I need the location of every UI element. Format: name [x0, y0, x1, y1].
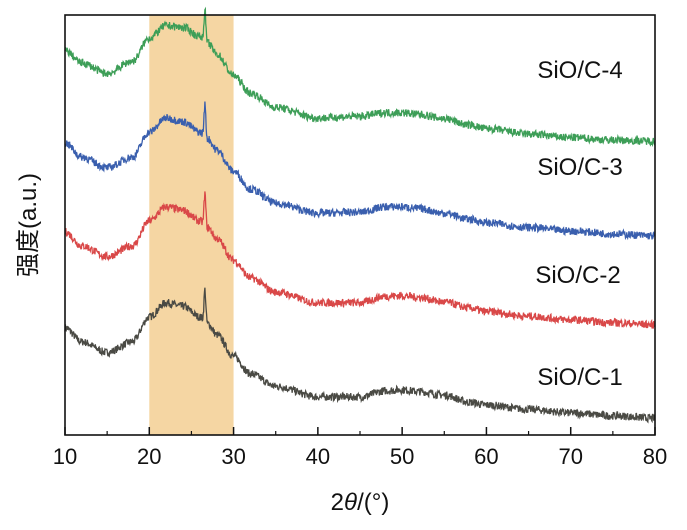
- x-tick-label: 20: [137, 444, 161, 469]
- x-tick-label: 70: [558, 444, 582, 469]
- x-tick-label: 50: [390, 444, 414, 469]
- series-line-4: [64, 6, 656, 148]
- x-tick-label: 60: [474, 444, 498, 469]
- series-label-4: SiO/C-4: [537, 57, 622, 84]
- series-layer: [64, 6, 656, 424]
- series-label-2: SiO/C-2: [535, 262, 620, 289]
- series-label-1: SiO/C-1: [537, 364, 622, 391]
- highlight-band: [149, 15, 234, 435]
- series-labels: SiO/C-1 SiO/C-2 SiO/C-3 SiO/C-4: [535, 57, 622, 391]
- x-axis-title: 2θ/(°): [331, 489, 390, 516]
- y-axis-title: 强度(a.u.): [15, 173, 42, 277]
- series-line-1: [64, 287, 656, 424]
- series-line-3: [64, 101, 656, 241]
- series-line-2: [64, 191, 656, 329]
- x-axis-title-unit: /(°): [357, 489, 389, 516]
- x-axis-title-main: 2: [331, 489, 344, 516]
- x-ticks: 10 20 30 40 50 60 70 80: [53, 427, 667, 469]
- x-tick-label: 30: [221, 444, 245, 469]
- x-axis-title-theta: θ: [344, 489, 357, 516]
- x-tick-label: 40: [306, 444, 330, 469]
- x-tick-label: 80: [643, 444, 667, 469]
- series-label-3: SiO/C-3: [537, 154, 622, 181]
- x-tick-label: 10: [53, 444, 77, 469]
